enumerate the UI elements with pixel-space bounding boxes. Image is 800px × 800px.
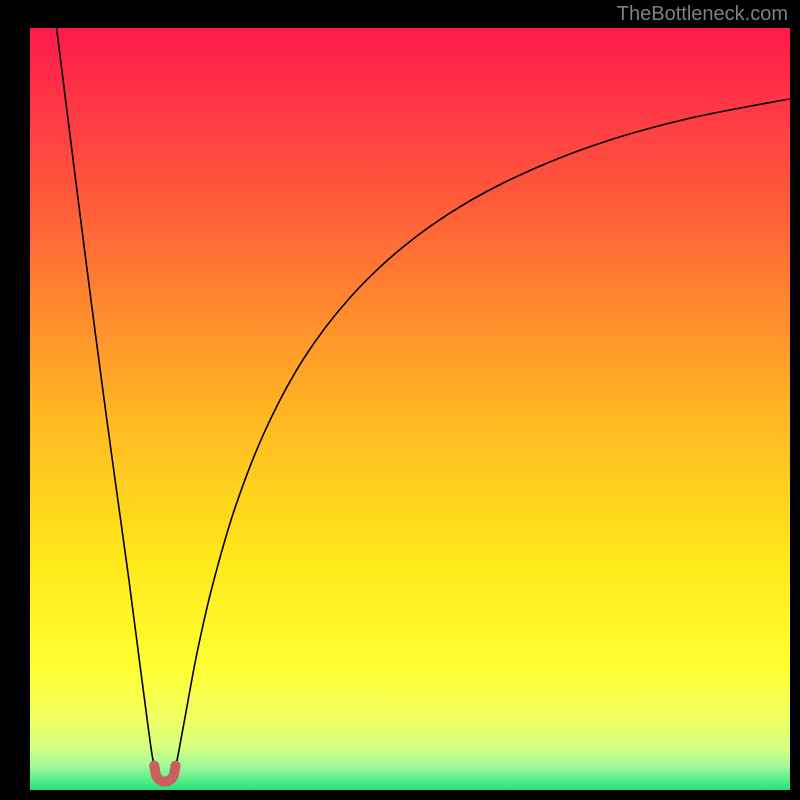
gradient-background [30, 28, 790, 790]
frame-right [790, 0, 800, 800]
plot-area [30, 28, 790, 790]
frame-left [0, 0, 30, 800]
frame-bottom [0, 790, 800, 800]
watermark-text: TheBottleneck.com [617, 3, 788, 26]
chart-root: TheBottleneck.com [0, 0, 800, 800]
